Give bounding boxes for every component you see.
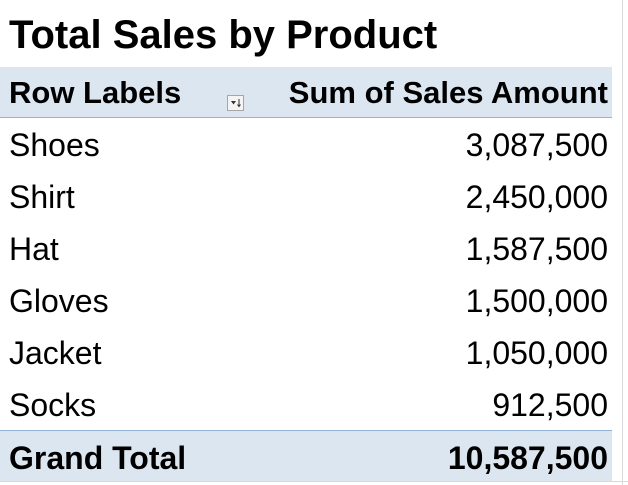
row-label: Gloves [9,283,109,319]
row-value: 1,050,000 [465,335,608,371]
row-value: 3,087,500 [465,127,608,163]
row-labels-filter-button[interactable] [227,95,244,111]
row-value: 1,587,500 [465,231,608,267]
page-title: Total Sales by Product [9,13,438,57]
table-row[interactable]: Jacket 1,050,000 [0,326,612,378]
sum-of-sales-amount-header[interactable]: Sum of Sales Amount [288,75,608,110]
grand-total-row[interactable]: Grand Total 10,587,500 [0,430,612,481]
row-label: Shirt [9,179,75,215]
pivot-body: Shoes 3,087,500 Shirt 2,450,000 Hat 1,58… [0,118,612,430]
row-label: Socks [9,387,97,423]
row-value: 2,450,000 [465,179,608,215]
row-label: Jacket [9,335,102,371]
gridline [0,481,628,482]
table-row[interactable]: Socks 912,500 [0,378,612,430]
sort-descending-filter-icon [231,99,241,108]
row-label: Shoes [9,127,100,163]
row-value: 1,500,000 [465,283,608,319]
row-value: 912,500 [492,387,608,423]
table-row[interactable]: Shirt 2,450,000 [0,170,612,222]
grand-total-value: 10,587,500 [447,440,608,476]
table-row[interactable]: Gloves 1,500,000 [0,274,612,326]
table-row[interactable]: Hat 1,587,500 [0,222,612,274]
row-label: Hat [9,231,59,267]
row-labels-header[interactable]: Row Labels [9,75,182,110]
pivot-header-row: Row Labels Sum of Sales Amount [0,67,612,118]
table-row[interactable]: Shoes 3,087,500 [0,118,612,170]
gridline [622,0,623,485]
grand-total-label: Grand Total [9,440,187,476]
